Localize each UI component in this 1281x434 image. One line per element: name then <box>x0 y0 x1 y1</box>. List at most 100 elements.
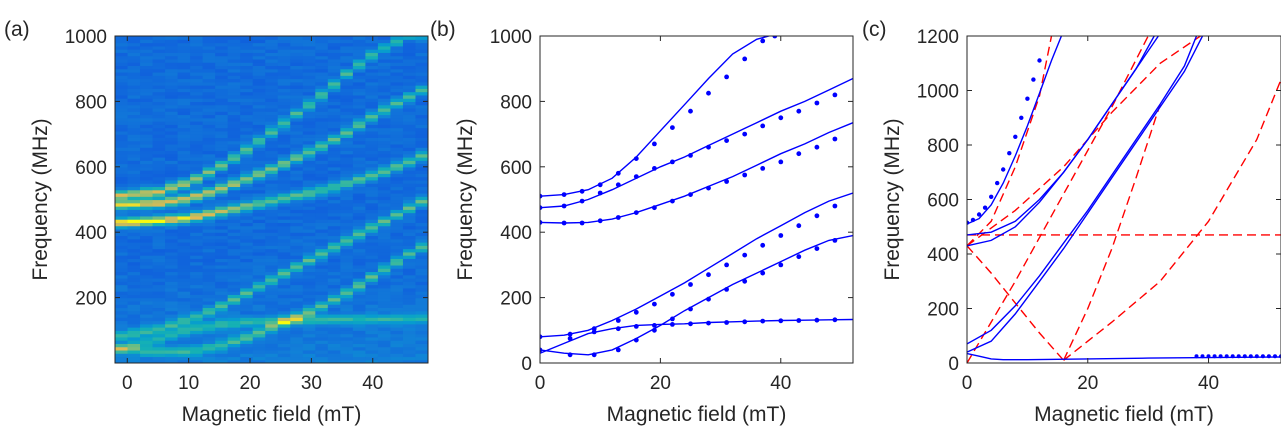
heatmap-cell <box>415 166 428 171</box>
heatmap-cell <box>402 225 417 230</box>
heatmap-cell <box>115 39 129 44</box>
heatmap-cell <box>140 232 154 237</box>
heatmap-cell <box>127 163 141 168</box>
heatmap-cell <box>190 268 204 273</box>
heatmap-cell <box>165 85 179 89</box>
heatmap-cell <box>202 130 216 135</box>
heatmap-cell <box>140 107 154 112</box>
data-point <box>832 136 838 142</box>
heatmap-cell <box>127 277 141 282</box>
heatmap-cell <box>402 343 417 348</box>
heatmap-cell <box>115 58 129 63</box>
heatmap-cell <box>240 238 254 243</box>
data-point <box>778 115 784 121</box>
heatmap-cell <box>215 101 229 106</box>
heatmap-cell <box>165 287 179 292</box>
heatmap-cell <box>215 284 229 289</box>
data-point <box>989 194 994 199</box>
heatmap-cell <box>265 71 279 76</box>
heatmap-cell <box>215 107 229 112</box>
heatmap-cell <box>415 183 428 188</box>
heatmap-cell <box>152 134 166 138</box>
heatmap-cell <box>240 212 254 217</box>
heatmap-cell <box>152 196 166 201</box>
heatmap-cell <box>265 186 279 191</box>
heatmap-cell <box>277 52 291 57</box>
heatmap-cell <box>390 206 404 210</box>
heatmap-cell <box>402 346 417 351</box>
heatmap-cell <box>152 258 166 263</box>
heatmap-cell <box>165 307 179 312</box>
heatmap-cell <box>265 281 279 286</box>
heatmap-cell <box>190 156 204 161</box>
heatmap-cell <box>302 98 316 102</box>
heatmap-cell <box>402 307 417 312</box>
heatmap-cell <box>415 121 428 125</box>
heatmap-cell <box>302 209 316 214</box>
heatmap-cell <box>265 65 279 70</box>
heatmap-cell <box>277 336 291 341</box>
heatmap-cell <box>215 192 229 197</box>
heatmap-cell <box>152 143 166 148</box>
heatmap-cell <box>127 58 141 63</box>
heatmap-cell <box>277 356 291 361</box>
heatmap-cell <box>127 68 141 73</box>
heatmap-cell <box>290 183 304 188</box>
heatmap-cell <box>177 143 191 148</box>
heatmap-cell <box>415 215 428 220</box>
heatmap-cell <box>227 85 241 89</box>
heatmap-cell <box>240 300 254 305</box>
heatmap-cell <box>190 356 204 361</box>
heatmap-cell <box>377 58 392 63</box>
heatmap-cell <box>415 245 428 250</box>
y-axis-label: Frequency (MHz) <box>29 118 52 280</box>
heatmap-cell <box>315 294 329 299</box>
heatmap-cell <box>265 277 279 282</box>
heatmap-cell <box>277 39 291 44</box>
heatmap-cell <box>190 206 204 210</box>
heatmap-cell <box>115 313 129 318</box>
heatmap-cell <box>140 333 154 338</box>
heatmap-cell <box>240 225 254 230</box>
heatmap-cell <box>227 212 241 217</box>
y-tick-label: 200 <box>75 289 107 310</box>
heatmap-cell <box>340 356 354 361</box>
heatmap-cell <box>152 232 166 237</box>
heatmap-cell <box>202 173 216 178</box>
heatmap-cell <box>152 52 166 57</box>
heatmap-cell <box>390 268 404 273</box>
heatmap-cell <box>215 179 229 184</box>
heatmap-cell <box>277 192 291 197</box>
heatmap-cell <box>165 264 179 269</box>
heatmap-cell <box>127 284 141 289</box>
heatmap-cell <box>415 36 428 40</box>
heatmap-cell <box>127 225 141 230</box>
heatmap-cell <box>265 359 279 363</box>
data-point <box>615 347 621 353</box>
heatmap-cell <box>202 232 216 237</box>
heatmap-cell <box>340 137 354 142</box>
heatmap-cell <box>140 117 154 122</box>
heatmap-cell <box>365 81 379 86</box>
heatmap-cell <box>365 196 379 201</box>
heatmap-cell <box>227 313 241 318</box>
data-point <box>540 193 543 199</box>
heatmap-cell <box>340 78 354 83</box>
heatmap-cell <box>390 78 404 83</box>
heatmap-cell <box>277 58 291 63</box>
heatmap-cell <box>202 304 216 309</box>
heatmap-cell <box>265 232 279 237</box>
heatmap-cell <box>277 88 291 93</box>
heatmap-cell <box>127 166 141 171</box>
heatmap-cell <box>227 307 241 312</box>
heatmap-cell <box>152 101 166 106</box>
heatmap-cell <box>315 49 329 53</box>
heatmap-cell <box>165 349 179 354</box>
heatmap-cell <box>265 143 279 148</box>
heatmap-cell <box>152 153 166 158</box>
heatmap-cell <box>415 340 428 344</box>
heatmap-cell <box>290 238 304 243</box>
heatmap-cell <box>215 189 229 194</box>
heatmap-cell <box>327 300 341 305</box>
heatmap-cell <box>315 261 329 266</box>
